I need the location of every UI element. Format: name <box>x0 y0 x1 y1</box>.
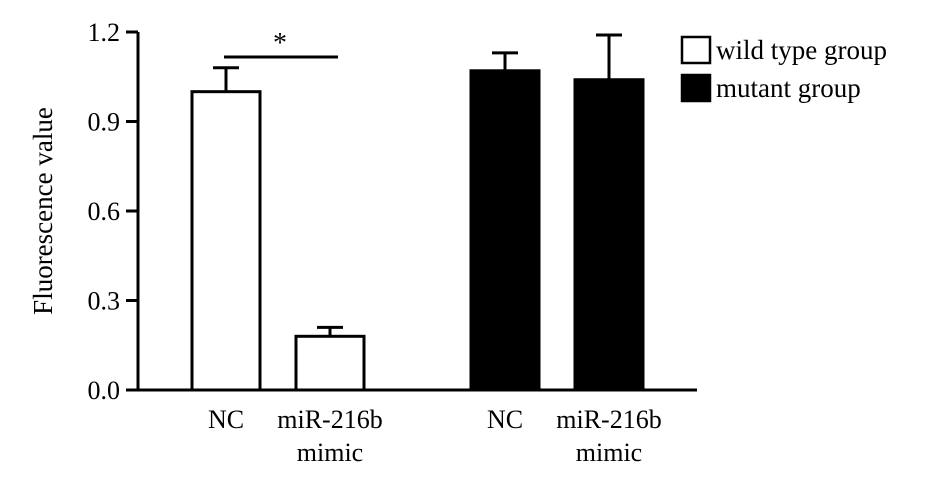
y-tick-label: 0.6 <box>88 197 121 226</box>
bar <box>294 334 366 392</box>
x-tick-label: mimic <box>576 438 642 467</box>
y-tick-label: 0.9 <box>88 108 121 137</box>
axes: 0.0 0.3 0.6 0.9 1.2 Fluorescence value NC miR-2… <box>28 18 697 467</box>
legend-swatch <box>680 73 712 103</box>
y-tick-label: 1.2 <box>88 18 121 47</box>
y-tick-label: 0.3 <box>88 287 121 316</box>
significance-marker: * <box>273 28 287 59</box>
x-tick-label: mimic <box>297 438 363 467</box>
x-tick-label: miR-216b <box>277 405 382 434</box>
legend-swatch <box>680 35 712 65</box>
bar <box>573 78 645 392</box>
bars <box>190 33 645 392</box>
x-tick-label: NC <box>487 405 523 434</box>
bar <box>469 69 541 392</box>
x-tick-label: miR-216b <box>556 405 661 434</box>
legend: wild type group mutant group <box>680 35 887 103</box>
y-axis-title: Fluorescence value <box>28 107 58 315</box>
legend-label: mutant group <box>716 73 861 103</box>
legend-label: wild type group <box>716 35 887 65</box>
bar <box>190 90 262 392</box>
y-tick-label: 0.0 <box>88 376 121 405</box>
annotations: * <box>224 28 338 59</box>
x-tick-label: NC <box>208 405 244 434</box>
